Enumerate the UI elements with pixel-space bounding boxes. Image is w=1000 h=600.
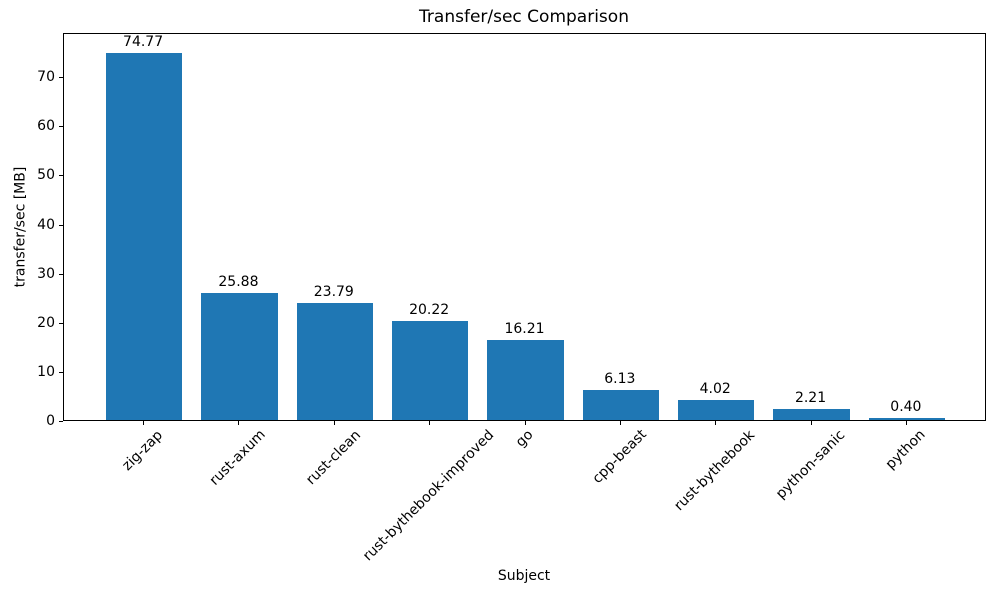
x-tick-label: rust-axum (207, 427, 270, 490)
x-tick-label: python (882, 426, 929, 473)
y-tick-label: 30 (37, 266, 55, 282)
x-tick-label: cpp-beast (589, 426, 650, 488)
y-tick-label: 70 (37, 69, 55, 85)
x-tick-mark (238, 421, 240, 425)
y-tick-label: 50 (37, 167, 55, 183)
y-tick-label: 60 (37, 118, 55, 134)
bar-value-label: 6.13 (604, 371, 636, 387)
bar (773, 409, 850, 420)
y-tick-label: 40 (37, 217, 55, 233)
x-tick-mark (715, 421, 717, 425)
x-tick-label: zig-zap (119, 426, 167, 474)
bar (678, 400, 755, 420)
x-tick-mark (905, 421, 907, 425)
y-tick-mark (59, 421, 63, 422)
bar (201, 293, 278, 420)
y-tick-mark (59, 372, 63, 373)
y-tick-mark (59, 225, 63, 226)
x-tick-label: rust-bythebook (671, 427, 759, 514)
y-tick-mark (59, 175, 63, 176)
bar (582, 390, 659, 420)
bar-value-label: 74.77 (123, 34, 164, 50)
bar-value-label: 16.21 (504, 321, 545, 337)
y-tick-mark (59, 323, 63, 324)
bar (868, 418, 946, 420)
x-tick-label: python-sanic (772, 426, 848, 503)
bar (105, 53, 183, 420)
x-tick-mark (429, 421, 431, 425)
bar-value-label: 2.21 (794, 390, 827, 406)
x-tick-mark (619, 421, 621, 425)
bar-value-label: 25.88 (218, 274, 259, 290)
bar-value-label: 4.02 (699, 381, 731, 397)
bar-value-label: 23.79 (313, 284, 354, 300)
bar-value-label: 20.22 (409, 302, 450, 318)
y-tick-mark (59, 77, 63, 78)
y-tick-mark (59, 126, 63, 127)
x-tick-label: go (512, 426, 536, 451)
y-tick-mark (59, 274, 63, 275)
bar (392, 321, 469, 420)
y-tick-label: 20 (37, 315, 55, 331)
x-tick-mark (524, 421, 526, 425)
x-axis-label: Subject (497, 568, 551, 584)
y-tick-label: 10 (37, 364, 55, 380)
bar-value-label: 0.40 (890, 399, 922, 415)
chart-title: Transfer/sec Comparison (419, 7, 629, 27)
bar (487, 340, 564, 420)
plot-area (63, 33, 986, 421)
bar (296, 303, 373, 420)
x-tick-label: rust-clean (302, 426, 364, 488)
x-tick-mark (333, 421, 335, 425)
x-tick-label: rust-bythebook-improved (360, 426, 498, 565)
y-tick-label: 0 (46, 413, 55, 429)
x-tick-mark (810, 421, 812, 425)
x-tick-mark (143, 421, 145, 425)
